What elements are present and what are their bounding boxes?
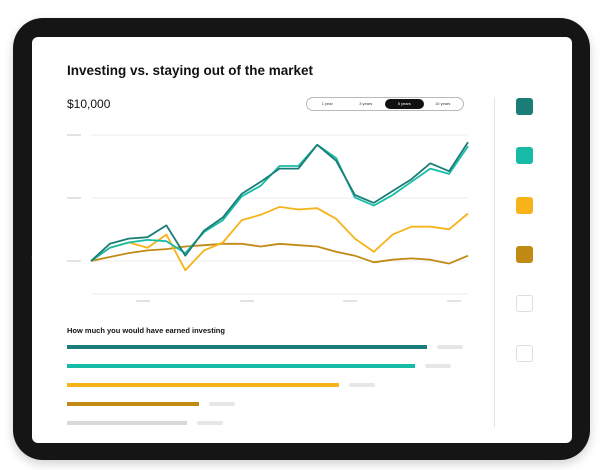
earnings-bar bbox=[67, 364, 415, 368]
chart-x-ticks bbox=[136, 300, 461, 302]
range-option-3-years[interactable]: 3 years bbox=[359, 101, 373, 106]
chart-grid bbox=[67, 134, 468, 295]
legend-swatch-empty[interactable] bbox=[516, 295, 533, 312]
bar-value-placeholder bbox=[209, 402, 235, 406]
legend-swatch-teal[interactable] bbox=[516, 147, 533, 164]
series-line bbox=[90, 242, 469, 265]
earnings-bar bbox=[67, 402, 199, 406]
y-tick-placeholder bbox=[67, 134, 81, 136]
y-tick-placeholder bbox=[67, 260, 81, 262]
y-tick-placeholder bbox=[67, 197, 81, 199]
series-line bbox=[90, 141, 469, 262]
series-line bbox=[90, 205, 469, 272]
chart-series-group bbox=[90, 141, 469, 272]
bar-value-placeholder bbox=[349, 383, 375, 387]
investment-amount: $10,000 bbox=[67, 97, 111, 111]
earnings-bar bbox=[67, 345, 427, 349]
range-option-10-years[interactable]: 10 years bbox=[435, 101, 451, 106]
line-chart bbox=[67, 134, 469, 302]
x-tick-placeholder bbox=[447, 300, 461, 302]
series-line bbox=[90, 143, 469, 262]
earnings-subheading: How much you would have earned investing bbox=[67, 326, 225, 335]
legend-swatch-empty[interactable] bbox=[516, 345, 533, 362]
x-tick-placeholder bbox=[343, 300, 357, 302]
bar-value-placeholder bbox=[197, 421, 223, 425]
page-title: Investing vs. staying out of the market bbox=[67, 63, 314, 78]
x-tick-placeholder bbox=[240, 300, 254, 302]
range-option-5-years[interactable]: 5 years bbox=[385, 99, 424, 109]
earnings-bar bbox=[67, 383, 339, 387]
legend-swatch-yellow[interactable] bbox=[516, 197, 533, 214]
bar-value-placeholder bbox=[437, 345, 463, 349]
legend-swatch-dark-teal[interactable] bbox=[516, 98, 533, 115]
legend-swatch-gold[interactable] bbox=[516, 246, 533, 263]
earnings-bar bbox=[67, 421, 187, 425]
range-option-1-year[interactable]: 1 year bbox=[321, 101, 333, 106]
app-screen: Investing vs. staying out of the market … bbox=[32, 37, 572, 443]
bar-value-placeholder bbox=[425, 364, 451, 368]
x-tick-placeholder bbox=[136, 300, 150, 302]
panel-divider bbox=[494, 97, 495, 427]
range-selector[interactable]: 1 year 3 years 5 years 10 years bbox=[306, 97, 464, 111]
